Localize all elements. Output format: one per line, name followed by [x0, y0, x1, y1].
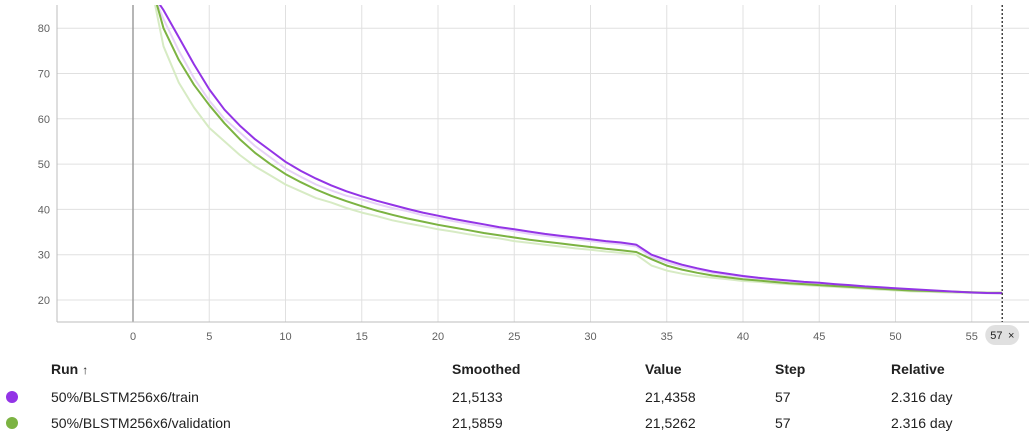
y-tick-label: 20	[38, 295, 50, 307]
x-tick-label: 40	[737, 331, 749, 343]
y-tick-label: 80	[38, 23, 50, 35]
run-name: 50%/BLSTM256x6/train	[51, 389, 199, 405]
axes	[56, 5, 1029, 323]
smoothed-series-line	[155, 5, 1003, 294]
tick-labels: 20 30 40 50 60 70 80 0 5 10 15 20 25 30 35 40 45 50 55	[38, 23, 978, 343]
table-row[interactable]: 50%/BLSTM256x6/validation 21,5859 21,526…	[0, 410, 1029, 436]
x-tick-label: 25	[508, 331, 520, 343]
table-row[interactable]: 50%/BLSTM256x6/train 21,5133 21,4358 57 …	[0, 384, 1029, 410]
table-header-row: Run ↑ Smoothed Value Step Relative	[0, 356, 1029, 382]
x-tick-label: 0	[130, 331, 136, 343]
smoothed-series-line	[158, 5, 1003, 295]
relative-time: 2.316 day	[891, 415, 953, 431]
header-relative[interactable]: Relative	[891, 361, 945, 377]
grid-lines	[57, 5, 1029, 322]
header-run-label: Run	[51, 361, 79, 377]
x-tick-label: 50	[889, 331, 901, 343]
sort-ascending-icon[interactable]: ↑	[82, 363, 89, 377]
raw-value: 21,4358	[645, 389, 696, 405]
raw-value: 21,5262	[645, 415, 696, 431]
y-tick-label: 60	[38, 114, 50, 126]
smoothed-value: 21,5859	[452, 415, 503, 431]
y-tick-label: 50	[38, 159, 50, 171]
raw-series-line	[154, 5, 1003, 295]
x-tick-label: 5	[206, 331, 212, 343]
run-color-dot	[6, 417, 18, 429]
header-run[interactable]: Run ↑	[51, 356, 88, 383]
run-name: 50%/BLSTM256x6/validation	[51, 415, 231, 431]
x-tick-label: 10	[279, 331, 291, 343]
run-color-dot	[6, 391, 18, 403]
x-tick-label: 15	[356, 331, 368, 343]
close-icon[interactable]: ×	[1008, 330, 1014, 342]
header-value[interactable]: Value	[645, 361, 682, 377]
series-lines	[154, 5, 1003, 295]
smoothed-value: 21,5133	[452, 389, 503, 405]
relative-time: 2.316 day	[891, 389, 953, 405]
header-smoothed[interactable]: Smoothed	[452, 361, 521, 377]
header-step[interactable]: Step	[775, 361, 806, 377]
x-tick-label: 45	[813, 331, 825, 343]
x-tick-label: 55	[966, 331, 978, 343]
y-tick-label: 30	[38, 250, 50, 262]
step-badge	[985, 325, 1020, 345]
step-badge-label: 57	[990, 330, 1002, 342]
line-chart: 20 30 40 50 60 70 80 0 5 10 15 20 25 30 35 40 45 50 55 57 ×	[38, 5, 1029, 345]
step-value: 57	[775, 415, 791, 431]
y-tick-label: 70	[38, 69, 50, 81]
x-tick-label: 30	[584, 331, 596, 343]
step-cursor[interactable]: 57 ×	[985, 5, 1020, 345]
y-tick-label: 40	[38, 204, 50, 216]
x-tick-label: 35	[661, 331, 673, 343]
x-tick-label: 20	[432, 331, 444, 343]
step-value: 57	[775, 389, 791, 405]
